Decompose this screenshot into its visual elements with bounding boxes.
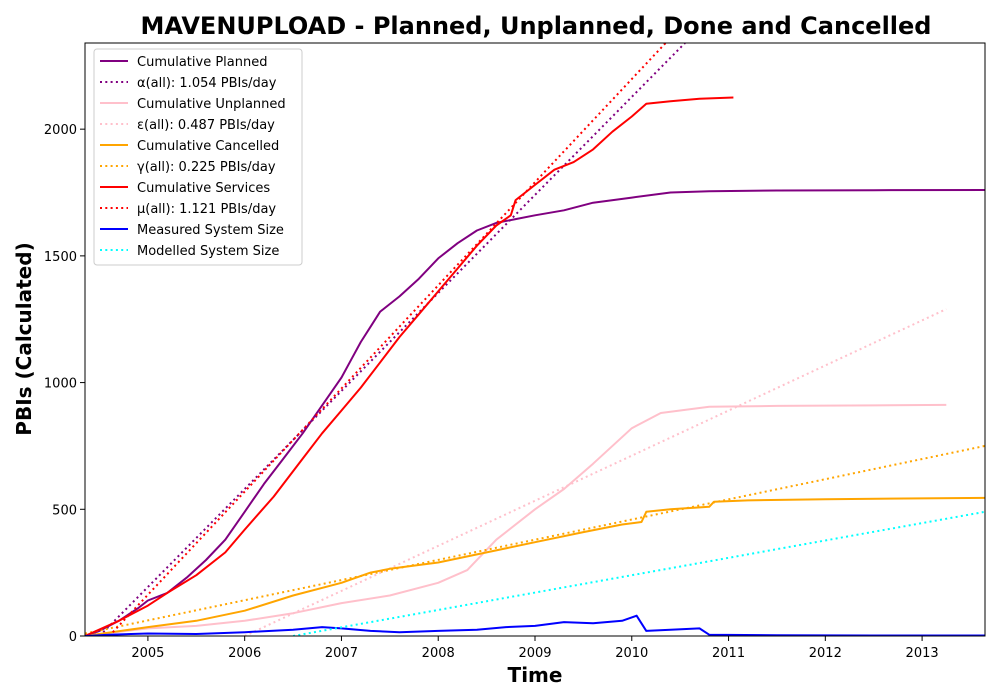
ticks-layer: 2005 2006 2007 2008 2009 2010 2011 2012 2013 0 500… — [44, 123, 939, 661]
x-tick-label: 2009 — [518, 646, 551, 661]
y-tick-label: 0 — [69, 630, 77, 645]
series-line-5 — [85, 444, 985, 635]
x-tick-label: 2013 — [906, 646, 939, 661]
x-tick-label: 2007 — [325, 646, 358, 661]
x-tick-label: 2012 — [809, 646, 842, 661]
y-tick-label: 1000 — [44, 377, 77, 392]
x-tick-label: 2008 — [422, 646, 455, 661]
legend-label: Cumulative Unplanned — [137, 97, 286, 112]
x-tick-label: 2005 — [131, 646, 164, 661]
legend-label: Cumulative Planned — [137, 55, 267, 70]
x-tick-label: 2011 — [712, 646, 745, 661]
series-line-4 — [85, 496, 985, 636]
legend-label: Modelled System Size — [137, 244, 279, 259]
y-axis-label: PBIs (Calculated) — [12, 242, 36, 435]
x-tick-label: 2006 — [228, 646, 261, 661]
y-tick-label: 500 — [52, 503, 77, 518]
series-line-2 — [85, 403, 947, 636]
legend-label: μ(all): 1.121 PBIs/day — [137, 202, 276, 217]
series-line-8 — [85, 614, 985, 636]
legend-box — [93, 48, 303, 266]
series-line-3 — [244, 308, 947, 636]
series-line-9 — [292, 510, 985, 636]
legend-label: Measured System Size — [137, 223, 284, 238]
series-layer — [85, 43, 985, 636]
legend: Cumulative Planned α(all): 1.054 PBIs/day… — [93, 48, 303, 266]
legend-label: α(all): 1.054 PBIs/day — [137, 76, 277, 91]
series-line-6 — [85, 96, 734, 636]
series-line-1 — [98, 43, 686, 636]
chart-title: MAVENUPLOAD - Planned, Unplanned, Done a… — [141, 12, 932, 40]
legend-label: γ(all): 0.225 PBIs/day — [137, 160, 276, 175]
legend-label: Cumulative Cancelled — [137, 139, 279, 154]
y-tick-label: 1500 — [44, 250, 77, 265]
legend-label: Cumulative Services — [137, 181, 270, 196]
series-line-0 — [85, 189, 985, 636]
plot-frame — [84, 42, 986, 637]
x-tick-label: 2010 — [615, 646, 648, 661]
x-axis-label: Time — [508, 663, 563, 687]
y-tick-label: 2000 — [44, 123, 77, 138]
legend-label: ε(all): 0.487 PBIs/day — [137, 118, 275, 133]
